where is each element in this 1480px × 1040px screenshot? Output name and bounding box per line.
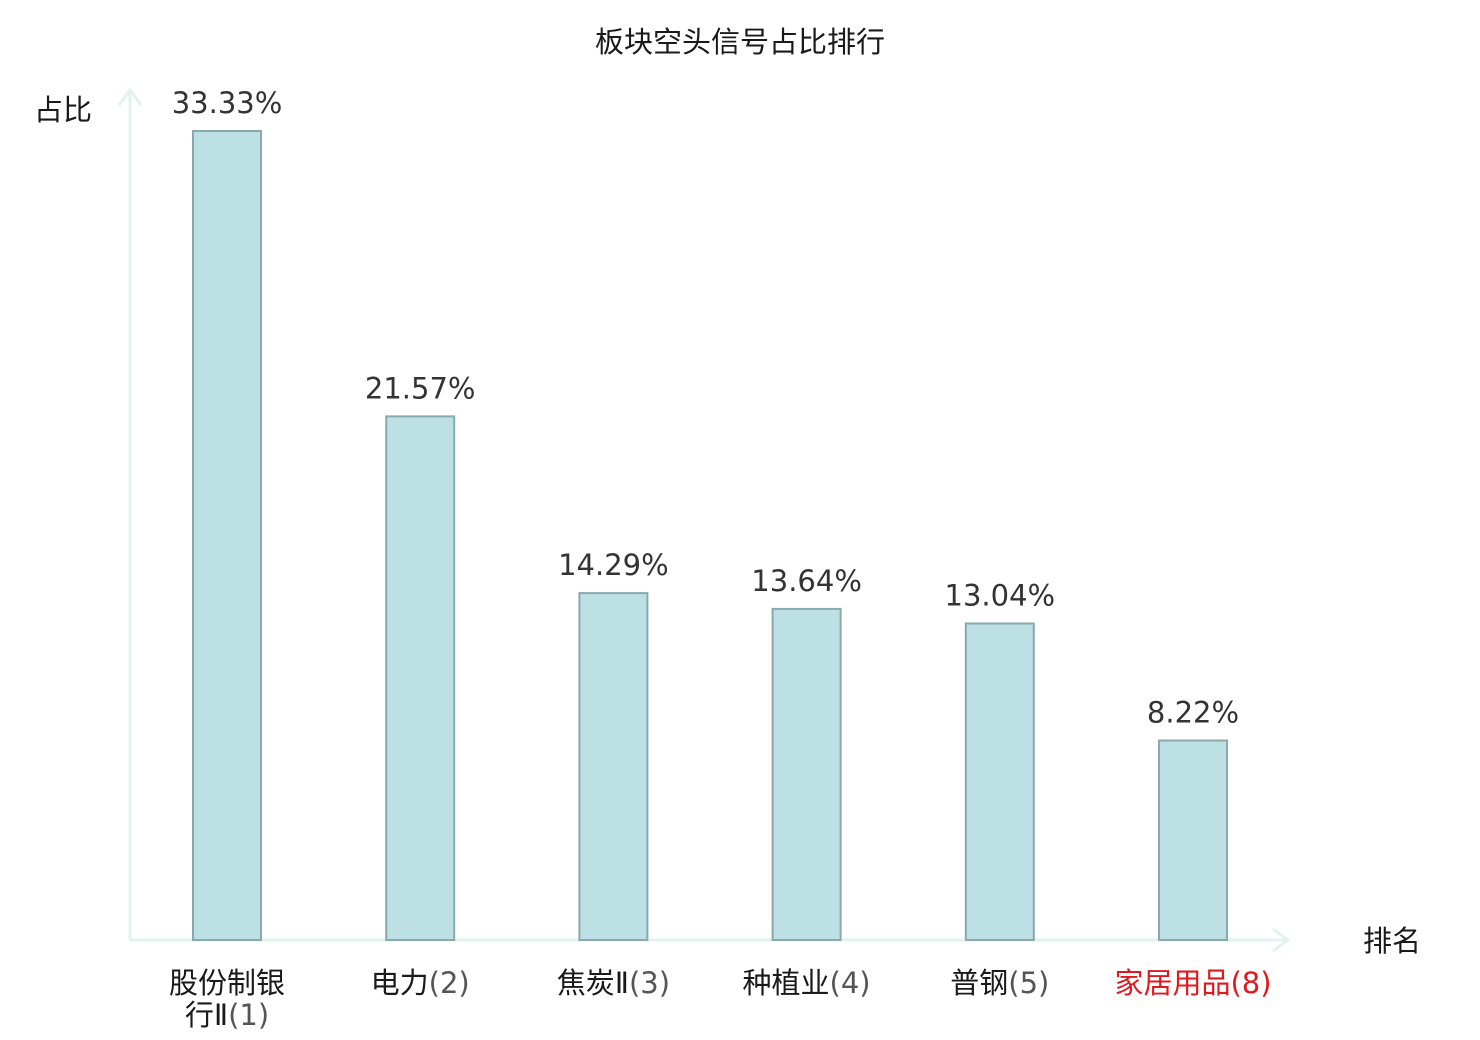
value-labels-group: 33.33% 21.57% 14.29% 13.64% 13.04% 8.22% xyxy=(172,86,1239,730)
bar xyxy=(192,130,262,941)
x-axis-arrow xyxy=(1272,927,1291,953)
bar xyxy=(385,415,456,941)
bar-value-label: 14.29% xyxy=(558,548,669,582)
y-axis-arrow xyxy=(117,87,143,106)
bar-value-label: 13.64% xyxy=(751,564,862,598)
bar-value-label: 8.22% xyxy=(1147,696,1239,730)
x-axis xyxy=(130,927,1291,953)
category-label: 焦炭Ⅱ(3) xyxy=(557,966,670,1000)
bars-group xyxy=(192,130,1228,942)
x-axis-label: 排名 xyxy=(1363,924,1421,958)
chart-title: 板块空头信号占比排行 xyxy=(595,25,885,59)
bar-value-label: 13.04% xyxy=(945,579,1056,613)
bar xyxy=(578,592,649,941)
category-labels-group: 股份制银行Ⅱ(1) 电力(2) 焦炭Ⅱ(3) 种植业(4) 普钢(5) 家居用品(8) xyxy=(169,966,1272,1032)
bar xyxy=(1158,739,1228,941)
category-label: 普钢(5) xyxy=(950,966,1049,1000)
bar xyxy=(964,622,1035,941)
bar xyxy=(771,607,842,942)
category-label: 股份制银行Ⅱ(1) xyxy=(169,966,285,1032)
category-label: 电力(2) xyxy=(371,966,470,1000)
y-axis-label: 占比 xyxy=(34,93,92,127)
category-label: 家居用品(8) xyxy=(1114,966,1271,1000)
bar-value-label: 33.33% xyxy=(172,86,283,120)
y-axis xyxy=(117,87,143,940)
category-label: 种植业(4) xyxy=(743,966,871,1000)
bar-value-label: 21.57% xyxy=(365,371,476,405)
